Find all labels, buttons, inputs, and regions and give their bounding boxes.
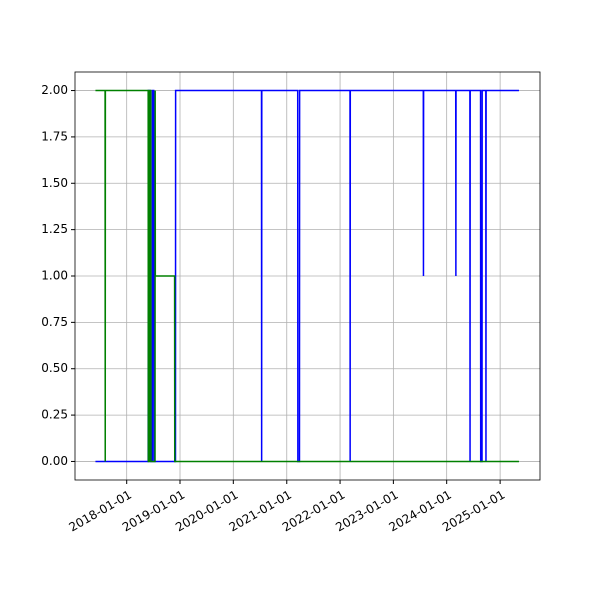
y-tick-label: 1.25 bbox=[41, 222, 68, 236]
plot-frame bbox=[74, 71, 541, 481]
y-tick-label: 0.75 bbox=[41, 315, 68, 329]
y-tick-label: 1.00 bbox=[41, 269, 68, 283]
data-line bbox=[95, 89, 519, 463]
y-tick-label: 2.00 bbox=[41, 83, 68, 97]
data-line bbox=[95, 89, 519, 463]
y-tick-label: 0.50 bbox=[41, 361, 68, 375]
y-tick-label: 0.25 bbox=[41, 408, 68, 422]
y-tick-label: 1.75 bbox=[41, 129, 68, 143]
y-tick-label: 1.50 bbox=[41, 176, 68, 190]
y-tick-label: 0.00 bbox=[41, 454, 68, 468]
